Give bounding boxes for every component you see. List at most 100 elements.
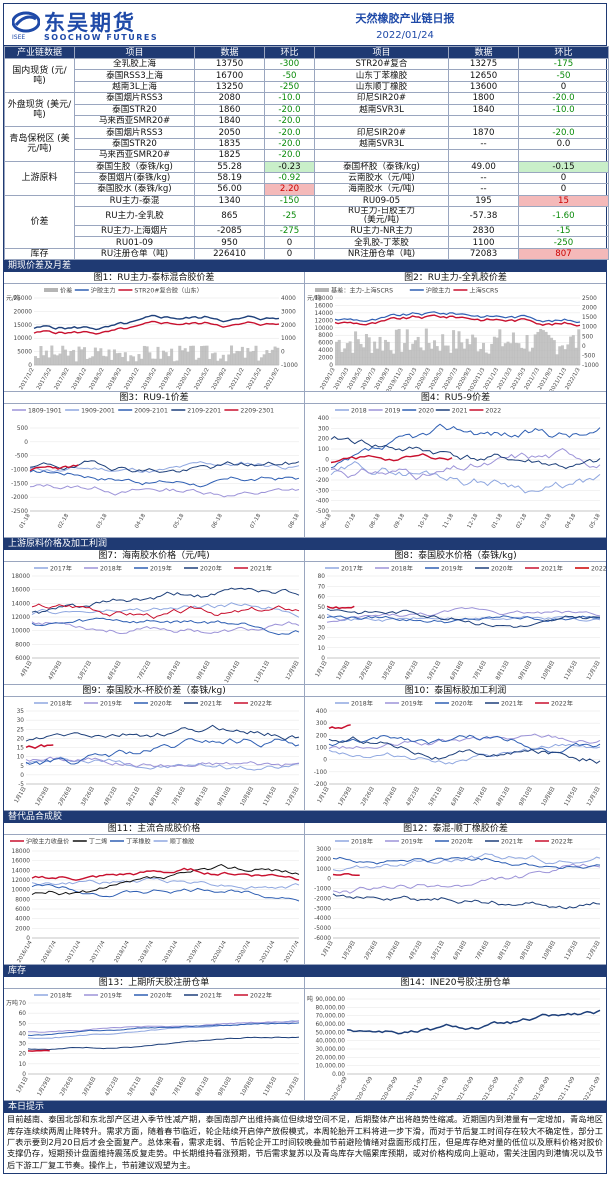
y-tick-label: 15000 <box>14 323 33 329</box>
spread-bar <box>110 360 114 366</box>
y-right-tick-label: 0 <box>281 350 285 356</box>
table-cell: 1835 <box>194 137 265 151</box>
table-cell: 2050 <box>194 126 265 139</box>
series-line <box>31 602 300 618</box>
table-cell: -0.23 <box>264 160 315 173</box>
spread-bar <box>148 352 152 366</box>
spread-bar <box>465 339 469 366</box>
spread-bar <box>118 353 122 366</box>
spread-bar <box>520 348 524 366</box>
spread-bar <box>454 348 458 366</box>
y-tick-label: 12000 <box>12 878 31 884</box>
spread-bar <box>416 337 420 366</box>
series-line <box>29 460 300 474</box>
legend-label: 2022 <box>485 408 501 415</box>
x-tick-label: 9月10日 <box>517 786 534 808</box>
spread-bar <box>254 346 258 366</box>
series-line <box>25 756 300 771</box>
spread-bar <box>175 360 179 366</box>
x-tick-label: 06-18 <box>320 513 333 530</box>
chart-14: 图14：INE20号胶注册仓单 吨 90,000.00 80,000.00 70,00… <box>305 977 606 1100</box>
spread-bar <box>61 345 65 366</box>
chart-12: 图12：泰混-顺丁橡胶价差 2018年 2019年 2020年 2021年 2022年 3… <box>305 823 606 964</box>
x-tick-label: 9月10日 <box>518 940 535 962</box>
series-line <box>332 873 360 877</box>
legend-label: 2020年 <box>200 565 222 573</box>
x-tick-label: 2016/7/4 <box>41 940 59 964</box>
table-cell: 58.19 <box>194 171 265 185</box>
series-line <box>31 867 300 882</box>
x-tick-label: 2018/5/2 <box>88 367 105 391</box>
table-row: 泰国烟片(泰铢/kg) 58.19 -0.92 云南胶水（元/吨) -- 0 <box>5 171 609 185</box>
spread-bar <box>509 343 513 366</box>
x-tick-label: 2020/7/4 <box>235 940 253 964</box>
spread-bar <box>531 347 535 366</box>
legend-label: 2019年 <box>100 700 122 708</box>
spread-bar <box>441 334 445 366</box>
spread-bar <box>181 350 185 366</box>
series-line <box>334 311 581 324</box>
y-tick-label: 0 <box>321 656 325 662</box>
series-line <box>29 464 79 472</box>
y-right-tick-label: 1000 <box>582 325 597 331</box>
spread-bar <box>172 361 176 366</box>
y-tick-label: 0 <box>22 1072 26 1078</box>
legend-label: 2017年 <box>341 565 363 573</box>
chart-11-plot: 沪胶主力收盘价 丁二烯 丁苯橡胶 顺丁橡胶 18000 16000 14000 12000 10… <box>10 838 301 964</box>
x-tick-label: 4月23日 <box>407 940 424 962</box>
logo-cn-text: 东吴期货 <box>44 11 136 35</box>
series-line <box>328 735 601 754</box>
spread-bar <box>80 349 84 366</box>
chart-7: 图7：海南胶水价格（元/吨) 2017年 2018年 2019年 2020年 2021年… <box>4 550 305 685</box>
legend-label: 2018年 <box>351 838 373 846</box>
table-cell: 泰国胶水 (泰铢/kg) <box>74 183 195 196</box>
x-tick-label: 5月21日 <box>426 660 443 682</box>
table-cell: 全乳胶-丁苯胶 <box>314 236 449 249</box>
spread-bar <box>411 343 415 366</box>
y-tick-label: 1000 <box>316 867 331 873</box>
spread-bar <box>167 356 171 366</box>
y-axis-unit: 元/吨 <box>6 294 20 302</box>
legend-label: 2022年 <box>250 992 272 1000</box>
y-tick-label: 30 <box>17 718 25 724</box>
legend-label: 2020年 <box>491 565 513 573</box>
y-tick-label: 18000 <box>12 849 31 855</box>
spread-bar <box>240 347 244 366</box>
x-tick-label: 2017/7/4 <box>89 940 107 964</box>
table-cell: -- <box>448 183 519 196</box>
table-cell: 865 <box>194 206 265 227</box>
x-tick-label: 2022-01-09 <box>581 1076 602 1100</box>
x-tick-label: 10月8日 <box>540 660 557 682</box>
table-cell: 马来西亚SMR20# <box>74 149 195 162</box>
spread-bar <box>200 346 204 366</box>
legend-label: 2018 <box>351 408 367 415</box>
table-cell: RU01-09 <box>74 236 195 249</box>
table-cell: RU主力-NR主力 <box>314 225 449 238</box>
x-tick-label: 12月3日 <box>585 786 602 808</box>
spread-bar <box>479 349 483 366</box>
x-tick-label: 10月8日 <box>541 940 558 962</box>
y-tick-label: 12000 <box>315 319 334 325</box>
x-tick-label: 10月14日 <box>223 660 241 685</box>
spread-bar <box>354 331 358 366</box>
x-tick-label: 6月18日 <box>148 786 165 808</box>
table-cell: 泰国烟片(泰铢/kg) <box>74 171 195 185</box>
chart-7-plot: 2017年 2018年 2019年 2020年 2021年 18000 16000 14000… <box>12 565 301 685</box>
y-tick-label: 70 <box>318 585 326 591</box>
table-cell: 1840 <box>448 103 519 116</box>
y-tick-label: 4000 <box>15 917 30 923</box>
table-cell: 印尼SIR20# <box>314 92 449 105</box>
series-line <box>25 756 300 768</box>
x-tick-label: 3月26日 <box>79 786 96 808</box>
y-tick-label: 16000 <box>12 859 31 865</box>
spread-bar <box>145 346 149 366</box>
spread-bar <box>544 332 548 366</box>
x-tick-label: 2018/9/2 <box>106 367 123 391</box>
charts-row-6: 图13：上期所天胶注册仓单 2018年 2019年 2020年 2021年 2022年万… <box>4 977 606 1102</box>
table-row: RU主力-全乳胶 865 -25 RU主力-日胶主力 (美元/吨) -57.38 -1.6… <box>5 206 609 227</box>
table-cell: 72083 <box>448 247 519 261</box>
spread-bar <box>123 352 127 366</box>
y-tick-label: 2000 <box>318 356 333 362</box>
series-line <box>31 877 300 890</box>
